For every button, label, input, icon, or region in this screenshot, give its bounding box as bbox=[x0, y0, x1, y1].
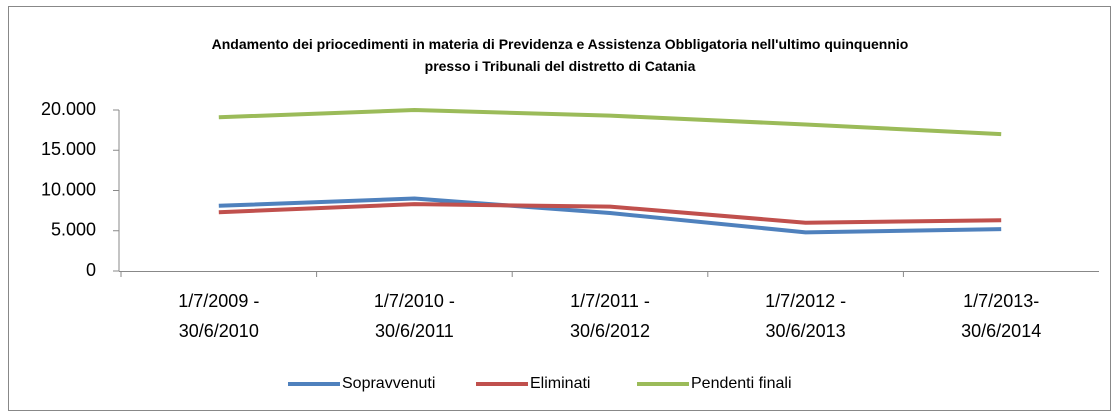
legend-label: Eliminati bbox=[530, 375, 590, 392]
x-tick-label: 1/7/2012 - 30/6/2013 bbox=[765, 291, 847, 341]
x-tick-label: 1/7/2011 - 30/6/2012 bbox=[569, 291, 651, 341]
legend-label: Pendenti finali bbox=[691, 375, 792, 392]
legend-label: Sopravvenuti bbox=[342, 375, 435, 392]
y-tick-label: 20.000 bbox=[41, 99, 96, 119]
series-line bbox=[218, 108, 1002, 137]
x-tick-label: 1/7/2010 - 30/6/2011 bbox=[373, 291, 455, 341]
y-tick-label: 10.000 bbox=[41, 179, 96, 199]
y-tick-label: 5.000 bbox=[51, 220, 96, 240]
y-tick-label: 15.000 bbox=[41, 139, 96, 159]
y-tick-label: 0 bbox=[86, 260, 96, 280]
series-line bbox=[218, 202, 1002, 225]
x-tick-label: 1/7/2013- 30/6/2014 bbox=[961, 291, 1042, 341]
series-line bbox=[218, 196, 1002, 235]
x-tick-label: 1/7/2009 - 30/6/2010 bbox=[178, 291, 260, 341]
chart-title: Andamento dei priocedimenti in materia d… bbox=[211, 36, 909, 74]
